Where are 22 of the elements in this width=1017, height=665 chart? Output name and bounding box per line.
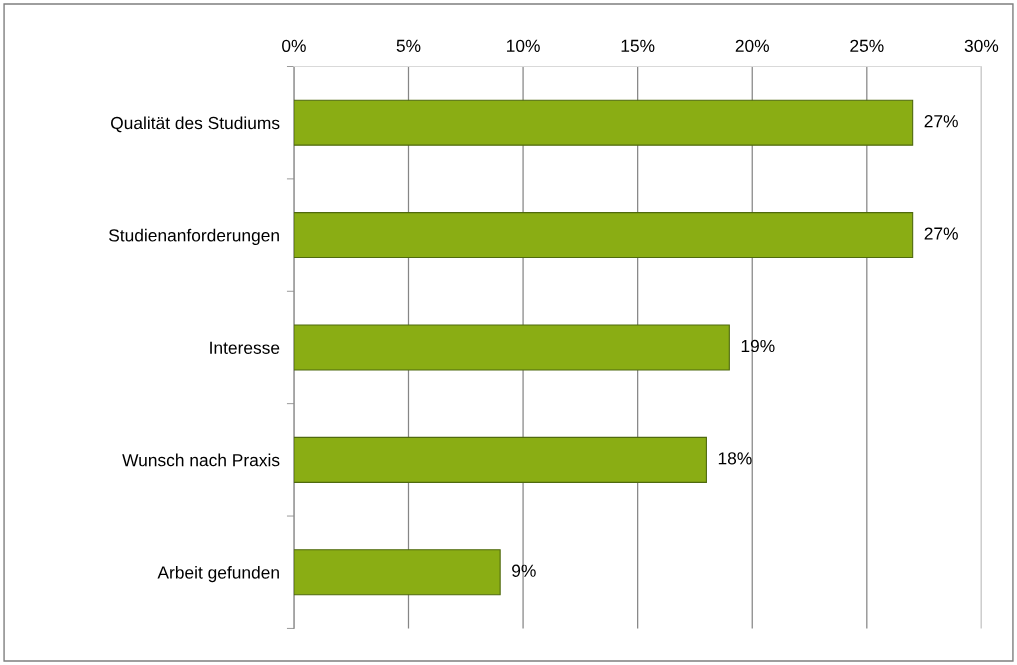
x-tick-label: 25% <box>850 39 884 52</box>
x-tick-label: 0% <box>282 39 306 52</box>
x-tick-label: 20% <box>735 39 769 52</box>
bar <box>293 436 707 483</box>
bar <box>293 99 914 146</box>
data-label: 19% <box>741 339 775 353</box>
data-label: 9% <box>512 564 536 577</box>
bar <box>293 324 730 371</box>
x-tick-label: 5% <box>396 39 421 52</box>
x-tick-label: 10% <box>507 39 540 52</box>
x-tick-label: 15% <box>621 39 655 52</box>
y-tick-label: Arbeit gefunden <box>157 565 279 583</box>
y-tick-label: Interesse <box>210 341 280 354</box>
x-tick-label: 30% <box>964 39 999 52</box>
data-label: 27% <box>924 115 958 128</box>
y-tick-label: Studienanforderungen <box>109 228 279 245</box>
data-label: 27% <box>924 227 958 240</box>
data-label: 18% <box>718 452 752 465</box>
y-tick-label: Qualität des Studiums <box>111 116 280 133</box>
bar <box>293 549 501 596</box>
y-tick-label: Wunsch nach Praxis <box>122 453 280 467</box>
bar <box>293 212 914 259</box>
